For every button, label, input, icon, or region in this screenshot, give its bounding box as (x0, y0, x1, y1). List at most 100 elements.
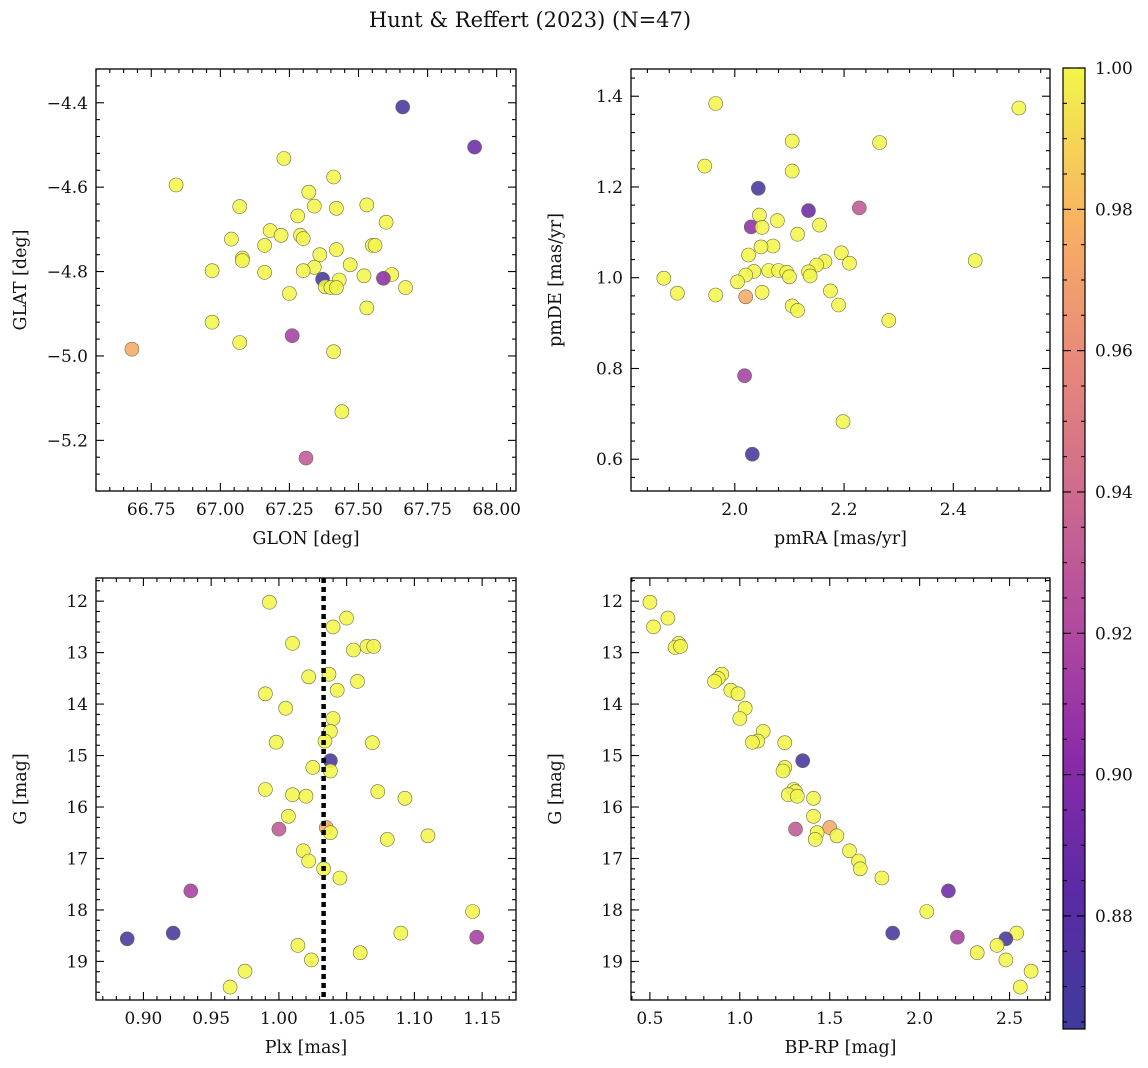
data-point (232, 199, 247, 214)
y-tick-label: 18 (601, 901, 623, 921)
panel-2: 2.0 2.2 2.4 0.6 0.8 1.0 1.2 1.4 pmRA [mas/yr] pmD… (546, 68, 1051, 549)
y-tick-label: −5.0 (47, 347, 88, 367)
data-point (366, 639, 382, 654)
data-point (325, 711, 341, 726)
data-point (257, 238, 272, 253)
panels: 66.75 67.00 67.25 67.50 67.75 68.00 −5.2 −5.0 −4… (11, 68, 1051, 1058)
data-point (919, 904, 935, 919)
data-point (770, 213, 785, 228)
x-tick-label: 1.00 (260, 1009, 298, 1029)
data-point (708, 96, 724, 111)
data-point (325, 619, 341, 635)
data-point (370, 784, 386, 799)
data-point (730, 274, 745, 290)
y-tick-label: 1.0 (596, 269, 623, 289)
axes-frame (630, 577, 1051, 1001)
y-tick-label: 16 (601, 798, 623, 818)
data-point (290, 938, 306, 953)
data-point (284, 328, 300, 344)
y-tick-label: 14 (66, 695, 88, 715)
data-point (708, 287, 724, 303)
data-point (165, 925, 181, 941)
points (124, 99, 482, 466)
data-point (989, 938, 1005, 953)
data-point (329, 682, 345, 698)
data-point (282, 286, 297, 301)
data-point (262, 594, 277, 610)
x-tick-label: 1.10 (395, 1009, 433, 1029)
y-tick-label: 12 (66, 592, 88, 612)
panel-1: 66.75 67.00 67.25 67.50 67.75 68.00 −5.2 −5.0 −4… (11, 68, 521, 549)
data-point (782, 269, 797, 285)
data-point (235, 253, 250, 268)
data-point (329, 201, 344, 216)
data-point (967, 253, 983, 268)
data-point (795, 753, 811, 769)
data-point (332, 870, 348, 886)
data-point (465, 904, 480, 919)
data-point (295, 231, 311, 246)
y-tick-label: 15 (66, 747, 88, 767)
data-point (346, 642, 361, 658)
y-tick-label: 1.4 (596, 87, 623, 107)
x-tick-label: 1.05 (328, 1009, 366, 1029)
data-point (741, 247, 756, 263)
data-point (642, 594, 658, 610)
y-tick-label: 14 (601, 695, 623, 715)
y-tick-label: 13 (601, 644, 623, 664)
data-point (285, 636, 300, 651)
data-point (802, 268, 818, 284)
data-point (707, 674, 722, 689)
y-tick-label: 16 (66, 798, 88, 818)
x-tick-label: 0.90 (124, 1009, 162, 1029)
data-point (204, 263, 220, 279)
data-point (359, 300, 375, 316)
data-point (1012, 979, 1028, 995)
data-point (732, 711, 748, 726)
x-axis-label: Plx [mas] (265, 1038, 347, 1058)
data-point (290, 208, 306, 224)
y-tick-label: 13 (66, 644, 88, 664)
colorbar-gradient (1063, 68, 1085, 1029)
data-point (352, 945, 368, 961)
figure-title: Hunt & Reffert (2023) (N=47) (369, 8, 691, 32)
data-point (754, 284, 770, 300)
y-tick-label: −4.6 (47, 178, 88, 198)
data-point (874, 870, 890, 886)
data-point (788, 821, 803, 837)
data-point (790, 303, 805, 318)
data-point (376, 270, 391, 286)
data-point (420, 828, 436, 844)
y-axis-label: pmDE [mas/yr] (546, 213, 566, 347)
y-tick-label: 17 (66, 849, 88, 869)
colorbar-tick-label: 0.96 (1095, 342, 1133, 362)
data-point (271, 821, 287, 837)
data-point (745, 734, 760, 750)
colorbar-tick-label: 0.88 (1095, 907, 1133, 927)
x-axis-label: GLON [deg] (252, 529, 359, 549)
x-tick-label: 68.00 (472, 500, 521, 520)
data-point (775, 763, 791, 779)
axes-frame (95, 68, 517, 492)
data-point (842, 255, 857, 271)
data-point (393, 925, 409, 941)
data-point (356, 268, 372, 284)
data-point (183, 883, 199, 899)
colorbar-frame (1062, 67, 1086, 1030)
data-point (398, 280, 413, 295)
y-tick-label: 17 (601, 849, 623, 869)
data-point (969, 945, 985, 961)
data-point (168, 177, 184, 193)
x-tick-label: 0.95 (192, 1009, 230, 1029)
data-point (329, 242, 344, 257)
data-point (752, 207, 767, 223)
data-point (806, 808, 821, 824)
data-point (998, 952, 1014, 968)
y-tick-label: 0.8 (596, 359, 623, 379)
data-point (312, 247, 328, 262)
data-point (301, 853, 317, 869)
x-tick-label: 67.00 (196, 500, 245, 520)
data-point (365, 735, 380, 751)
data-point (334, 404, 350, 420)
